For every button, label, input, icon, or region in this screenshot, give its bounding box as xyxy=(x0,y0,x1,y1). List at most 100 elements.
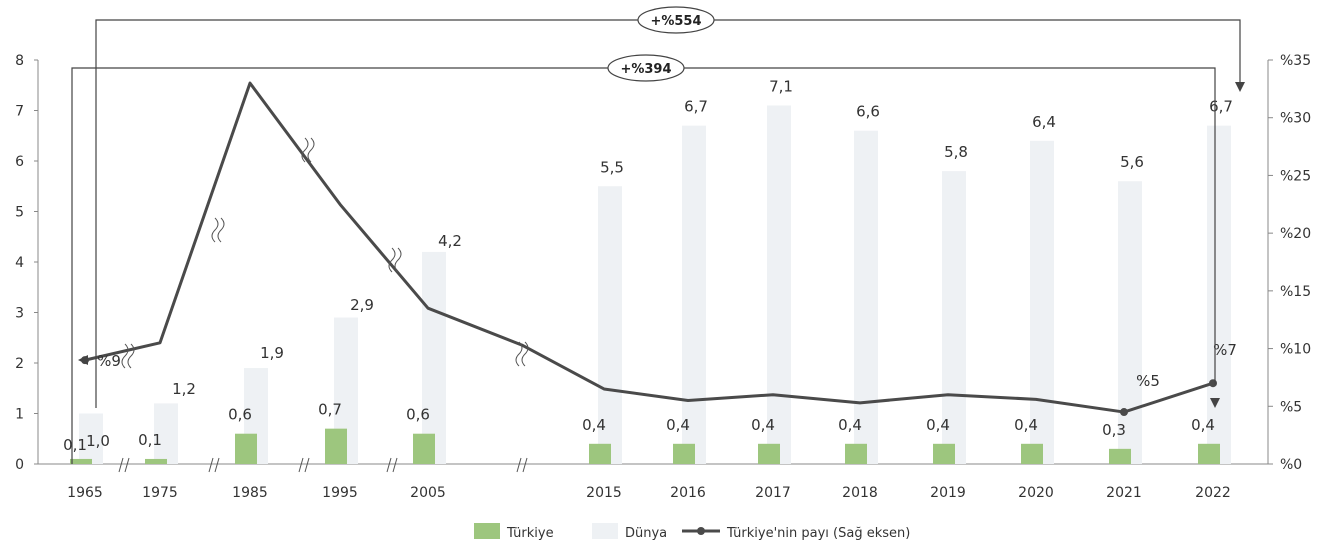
x-axis-tick-label: 2016 xyxy=(670,485,706,501)
axis-break-mark xyxy=(392,457,398,473)
bar-label-dunya: 1,9 xyxy=(260,344,284,362)
bar-dunya xyxy=(682,125,706,465)
callout-oval xyxy=(637,6,715,34)
axis-break-mark xyxy=(208,457,214,473)
bar-dunya xyxy=(154,403,178,464)
line-break-mark xyxy=(307,137,315,163)
callout-bracket-outer xyxy=(95,19,640,408)
line-break-mark xyxy=(127,343,135,369)
axis-break-mark xyxy=(522,457,528,473)
x-axis-tick-label: 1995 xyxy=(322,485,358,501)
callout-text: +%554 xyxy=(650,14,701,29)
bar-label-turkiye: 0,4 xyxy=(926,416,950,434)
left-axis-tick-label: 1 xyxy=(15,407,24,423)
bar-turkiye xyxy=(70,458,92,464)
bar-label-turkiye: 0,4 xyxy=(582,416,606,434)
bar-turkiye xyxy=(845,443,867,464)
bar-label-dunya: 2,9 xyxy=(350,296,374,314)
bar-dunya xyxy=(79,413,103,464)
bar-turkiye xyxy=(1021,443,1043,464)
bar-label-dunya: 5,6 xyxy=(1120,153,1144,171)
bar-label-dunya: 6,6 xyxy=(856,103,880,121)
legend-label-turkiye: Türkiye xyxy=(506,526,554,541)
axis-break-mark xyxy=(304,457,310,473)
line-break-mark xyxy=(515,341,523,367)
bar-turkiye xyxy=(933,443,955,464)
left-axis-tick-label: 4 xyxy=(15,255,24,271)
axis-break-mark xyxy=(118,457,124,473)
x-axis-tick-label: 2019 xyxy=(930,485,966,501)
line-break-mark xyxy=(217,217,225,243)
bar-dunya xyxy=(1030,140,1054,465)
bar-label-dunya: 7,1 xyxy=(769,77,793,95)
line-break-mark xyxy=(388,247,396,273)
callout-arrow xyxy=(78,355,88,365)
x-axis-tick-label: 1985 xyxy=(232,485,268,501)
right-axis-tick-label: %35 xyxy=(1280,53,1311,69)
right-axis-tick-label: %10 xyxy=(1280,342,1311,358)
bar-label-turkiye: 0,4 xyxy=(751,416,775,434)
legend-swatch-turkiye xyxy=(474,523,500,539)
line-turkiye-payi xyxy=(84,81,1214,414)
right-axis-tick-label: %30 xyxy=(1280,111,1311,127)
line-point xyxy=(1209,379,1217,388)
left-axis-tick-label: 7 xyxy=(15,104,24,120)
callout-arrow xyxy=(1210,398,1220,408)
bar-dunya xyxy=(598,186,622,464)
legend-label-dunya: Dünya xyxy=(625,526,667,541)
bar-turkiye xyxy=(145,458,167,464)
bar-label-turkiye: 0,7 xyxy=(318,401,342,419)
x-axis-tick-label: 2022 xyxy=(1195,485,1231,501)
line-break-mark xyxy=(211,217,219,243)
line-break-mark xyxy=(121,343,129,369)
line-point-label: %7 xyxy=(1213,341,1237,359)
callout-text: +%394 xyxy=(620,62,671,77)
bar-label-dunya: 5,8 xyxy=(944,143,968,161)
bar-label-dunya: 6,7 xyxy=(684,98,708,116)
bar-dunya xyxy=(422,251,446,464)
x-axis-tick-label: 2017 xyxy=(755,485,791,501)
line-break-mark xyxy=(394,247,402,273)
bar-dunya xyxy=(1207,125,1231,465)
x-axis-tick-label: 2015 xyxy=(586,485,622,501)
legend-swatch-pay-marker xyxy=(697,527,705,535)
bar-label-turkiye: 0,4 xyxy=(666,416,690,434)
x-axis-tick-label: 1965 xyxy=(67,485,103,501)
bar-label-dunya: 4,2 xyxy=(438,232,462,250)
bar-dunya xyxy=(854,130,878,464)
bar-turkiye xyxy=(673,443,695,464)
callout-bracket-inner xyxy=(71,67,610,464)
bar-label-turkiye: 0,1 xyxy=(138,431,162,449)
x-axis-tick-label: 2020 xyxy=(1018,485,1054,501)
x-axis-tick-label: 2018 xyxy=(842,485,878,501)
axis-break-mark xyxy=(516,457,522,473)
axis-break-mark xyxy=(298,457,304,473)
callout-arrow xyxy=(1235,82,1245,92)
bar-label-turkiye: 0,4 xyxy=(1014,416,1038,434)
axis-break-mark xyxy=(214,457,220,473)
left-axis-tick-label: 5 xyxy=(15,205,24,221)
bar-turkiye xyxy=(758,443,780,464)
line-point-label: %9 xyxy=(97,352,121,370)
bar-turkiye xyxy=(325,428,347,464)
bar-label-turkiye: 0,4 xyxy=(1191,416,1215,434)
line-break-mark xyxy=(301,137,309,163)
bar-label-dunya: 6,4 xyxy=(1032,113,1056,131)
legend-label-pay: Türkiye'nin payı (Sağ eksen) xyxy=(726,526,910,541)
left-axis-tick-label: 2 xyxy=(15,356,24,372)
bar-turkiye xyxy=(1109,448,1131,464)
bar-turkiye xyxy=(1198,443,1220,464)
callout-bracket-inner xyxy=(682,67,1216,385)
bar-label-turkiye: 0,1 xyxy=(63,436,87,454)
bar-label-dunya: 6,7 xyxy=(1209,98,1233,116)
bar-label-turkiye: 0,3 xyxy=(1102,421,1126,439)
left-axis-tick-label: 0 xyxy=(15,457,24,473)
bar-turkiye xyxy=(235,433,257,464)
line-point xyxy=(1120,408,1128,417)
left-axis-tick-label: 3 xyxy=(15,306,24,322)
bar-label-dunya: 5,5 xyxy=(600,158,624,176)
bar-turkiye xyxy=(589,443,611,464)
callout-bracket-outer xyxy=(712,19,1241,82)
left-axis-tick-label: 8 xyxy=(15,53,24,69)
